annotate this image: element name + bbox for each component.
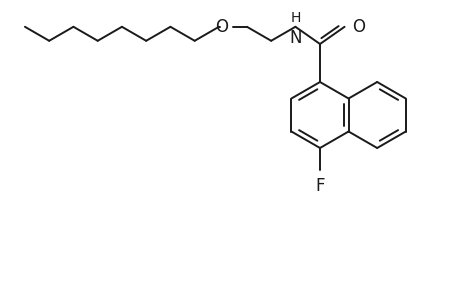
Text: N: N — [289, 29, 301, 47]
Text: F: F — [314, 177, 324, 195]
Text: O: O — [352, 18, 365, 36]
Text: H: H — [290, 11, 300, 25]
Text: O: O — [214, 18, 227, 36]
